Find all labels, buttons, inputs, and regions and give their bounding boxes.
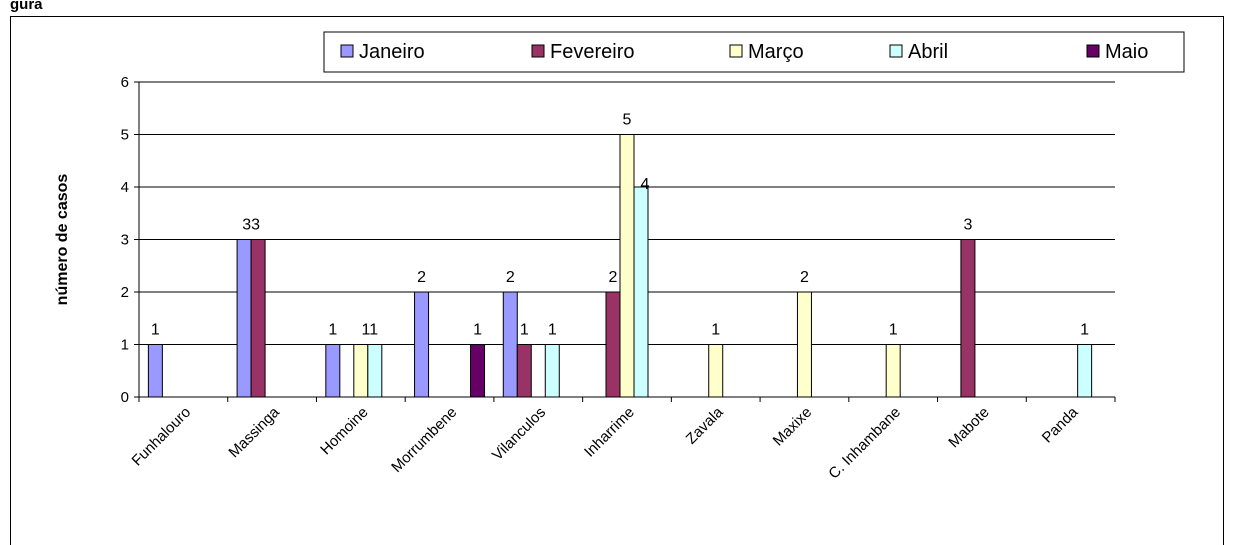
data-label: 1	[889, 322, 898, 339]
bar-janeiro	[147, 344, 163, 398]
data-label: 1	[1080, 322, 1089, 339]
bar-maio	[470, 344, 486, 398]
bar-maro	[885, 344, 901, 398]
bar-janeiro	[236, 239, 252, 398]
data-label: 1	[151, 322, 160, 339]
legend-swatch	[729, 44, 743, 58]
data-label: 1	[328, 322, 337, 339]
x-category-label: Mabote	[945, 404, 992, 451]
x-category-label: Maxixe	[770, 404, 816, 450]
x-category-label: C. Inhambane	[825, 404, 904, 483]
legend-swatch	[531, 44, 545, 58]
data-label: 2	[609, 269, 618, 286]
legend-swatch	[340, 44, 354, 58]
y-tick-label: 6	[121, 74, 129, 91]
legend-label: Março	[748, 41, 804, 63]
legend-label: Maio	[1105, 41, 1148, 63]
y-tick-label: 4	[121, 179, 129, 196]
data-label: 4	[641, 176, 650, 193]
chart-frame	[10, 16, 1224, 545]
data-label: 33	[242, 217, 260, 234]
data-label: 1	[548, 322, 557, 339]
legend-swatch	[1086, 44, 1100, 58]
caption-bold: gura	[10, 0, 43, 13]
x-category-label: Funhalouro	[129, 404, 195, 470]
legend-swatch	[889, 44, 903, 58]
bar-fevereiro	[516, 344, 532, 398]
bar-fevereiro	[605, 291, 621, 398]
y-tick-label: 5	[121, 127, 129, 144]
legend-label: Janeiro	[359, 41, 425, 63]
bar-fevereiro	[960, 239, 976, 398]
data-label: 1	[711, 322, 720, 339]
data-label: 1	[473, 322, 482, 339]
y-axis-title: número de casos	[54, 174, 71, 306]
data-label: 2	[506, 269, 515, 286]
bar-fevereiro	[250, 239, 266, 398]
bar-maro	[796, 291, 812, 398]
data-label: 5	[623, 112, 632, 129]
x-category-label: Massinga	[226, 403, 284, 461]
data-label: 2	[800, 269, 809, 286]
bar-abril	[367, 344, 383, 398]
x-category-label: Panda	[1039, 403, 1082, 446]
bar-maro	[353, 344, 369, 398]
y-tick-label: 2	[121, 284, 129, 301]
x-category-label: Inharrime	[581, 404, 638, 461]
bar-maro	[708, 344, 724, 398]
bar-maro	[619, 134, 635, 398]
x-category-label: Vilanculos	[489, 404, 549, 464]
y-tick-label: 0	[121, 389, 129, 406]
x-category-label: Morrumbene	[388, 404, 460, 476]
data-label: 2	[417, 269, 426, 286]
legend-label: Abril	[908, 41, 948, 63]
x-category-label: Zavala	[683, 403, 727, 447]
x-category-label: Homoine	[317, 404, 371, 458]
data-label: 3	[963, 217, 972, 234]
bar-janeiro	[502, 291, 518, 398]
y-tick-label: 3	[121, 232, 129, 249]
figure-caption: gura	[10, 0, 43, 14]
bar-janeiro	[325, 344, 341, 398]
data-label: 11	[362, 322, 379, 339]
bar-abril	[633, 186, 649, 398]
y-tick-label: 1	[121, 337, 129, 354]
bar-abril	[544, 344, 560, 398]
data-label: 1	[520, 322, 529, 339]
legend-label: Fevereiro	[550, 41, 634, 63]
legend-box	[323, 31, 1185, 73]
bar-janeiro	[414, 291, 430, 398]
bar-abril	[1077, 344, 1093, 398]
